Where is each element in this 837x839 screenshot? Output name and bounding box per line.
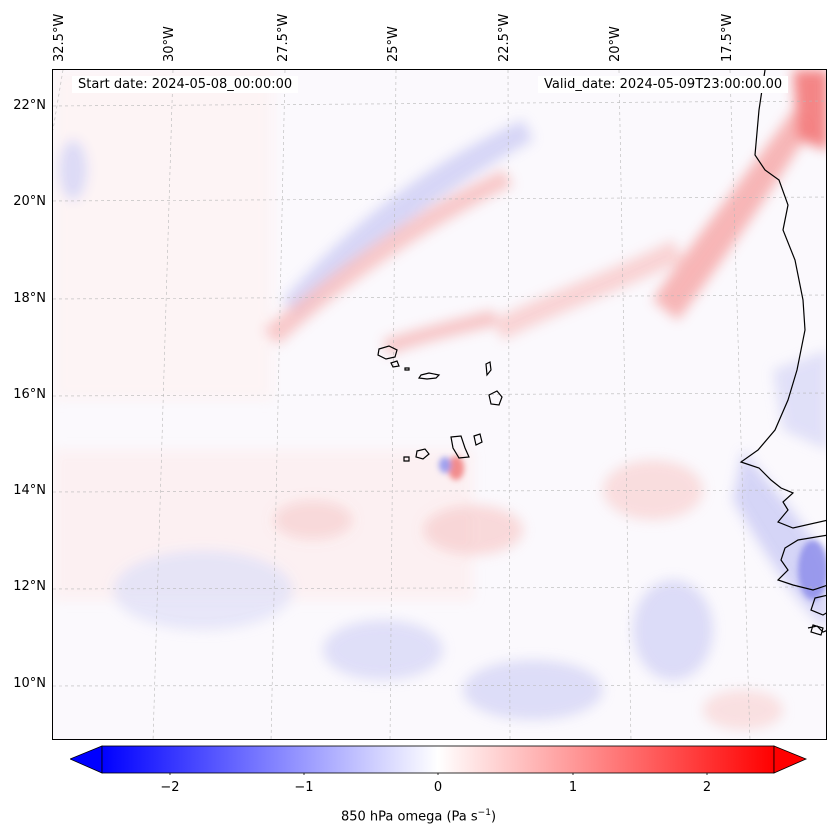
- valid-date-label: Valid_date: 2024-05-09T23:00:00.00: [538, 76, 789, 93]
- colorbar-tick-label: −2: [160, 780, 180, 795]
- colorbar-label-main: 850 hPa omega (Pa s: [340, 809, 478, 825]
- lat-label-20n: 20°N: [13, 194, 46, 209]
- lat-label-10n: 10°N: [13, 676, 46, 691]
- map-panel[interactable]: [52, 69, 827, 740]
- negative-omega-band: [463, 660, 603, 720]
- colorbar-label-end: ): [490, 809, 497, 825]
- positive-omega-area: [53, 70, 273, 400]
- positive-omega-band: [793, 70, 826, 150]
- island-santa-luzia: [404, 367, 410, 371]
- colorbar-max-extension: [773, 745, 808, 774]
- lon-label-32-5w: 32.5°W: [52, 13, 67, 62]
- colorbar-tick-label: −1: [294, 780, 314, 795]
- gridline-10n: [53, 684, 826, 687]
- lon-label-30w: 30°W: [162, 26, 177, 62]
- positive-omega-area: [423, 505, 523, 555]
- gridline-25w: [389, 70, 397, 739]
- africa-coastline-south: [810, 624, 824, 636]
- positive-omega-area: [603, 460, 703, 520]
- gridline-20w: [618, 70, 632, 739]
- colorbar-tick-label: 2: [702, 780, 712, 795]
- negative-omega-band: [113, 550, 293, 630]
- colorbar-tick-marks: [169, 773, 708, 775]
- gridline-30w: [152, 70, 174, 739]
- positive-omega-band: [653, 110, 813, 320]
- lat-label-12n: 12°N: [13, 579, 46, 594]
- coastlines: [377, 70, 826, 636]
- island-sao-nicolau: [417, 372, 441, 380]
- island-sal: [485, 361, 492, 377]
- colorbar-label-exponent: −1: [477, 808, 491, 818]
- island-fogo: [415, 448, 430, 460]
- lat-label-18n: 18°N: [13, 291, 46, 306]
- omega-field: [53, 70, 826, 730]
- start-date-label: Start date: 2024-05-08_00:00:00: [72, 76, 299, 93]
- lat-label-16n: 16°N: [13, 387, 46, 402]
- lat-label-14n: 14°N: [13, 483, 46, 498]
- gridline-32-5w: [53, 70, 64, 131]
- gridline-17-5w: [729, 70, 751, 739]
- omega-field-map: [53, 70, 826, 739]
- positive-omega-area: [273, 500, 353, 540]
- island-sao-vicente: [390, 360, 400, 368]
- lon-label-17-5w: 17.5°W: [720, 13, 735, 62]
- gridline-22-5w: [507, 70, 511, 739]
- island-santiago: [450, 435, 470, 459]
- island-maio: [473, 433, 483, 446]
- negative-omega-band: [633, 580, 713, 680]
- positive-omega-band: [383, 310, 498, 355]
- positive-omega-band: [263, 170, 513, 345]
- africa-coastline-south: [810, 594, 826, 616]
- colorbar: [70, 745, 808, 775]
- positive-omega-band: [493, 240, 683, 340]
- positive-omega-area: [703, 690, 783, 730]
- colorbar-label: 850 hPa omega (Pa s−1): [0, 808, 837, 824]
- lon-label-20w: 20°W: [608, 26, 623, 62]
- negative-omega-band: [439, 457, 451, 473]
- lat-label-22n: 22°N: [13, 98, 46, 113]
- africa-coastline-south: [776, 534, 826, 591]
- lon-label-22-5w: 22.5°W: [497, 13, 512, 62]
- gridline-27-5w: [270, 70, 286, 739]
- lon-label-27-5w: 27.5°W: [276, 13, 291, 62]
- colorbar-gradient: [101, 745, 775, 774]
- africa-coastline: [739, 70, 826, 529]
- graticule: [53, 70, 826, 739]
- colorbar-min-extension: [70, 745, 103, 774]
- negative-omega-band: [798, 540, 826, 600]
- colorbar-tick-label: 1: [568, 780, 578, 795]
- island-brava: [403, 456, 410, 462]
- island-santo-antao: [377, 345, 398, 360]
- negative-omega-band: [773, 350, 826, 450]
- lon-label-25w: 25°W: [386, 26, 401, 62]
- negative-omega-band: [323, 620, 443, 680]
- africa-coastline-south: [807, 625, 826, 633]
- colorbar-tick-label: 0: [433, 780, 443, 795]
- island-boa-vista: [488, 390, 503, 406]
- negative-omega-band: [59, 140, 87, 200]
- positive-omega-area: [448, 456, 464, 480]
